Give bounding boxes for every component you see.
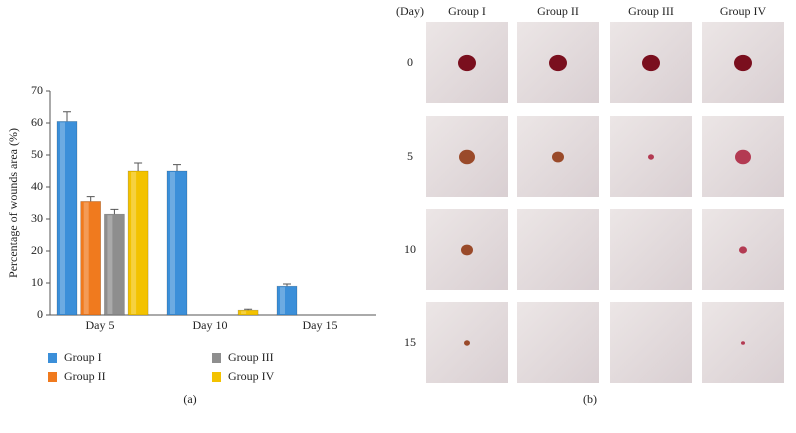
error-bar	[244, 308, 253, 311]
wound	[461, 244, 473, 256]
error-bar	[110, 208, 119, 215]
wound-photo	[610, 302, 692, 383]
wound-photo	[517, 302, 599, 383]
y-tick-label: 50	[31, 147, 43, 161]
wound	[648, 154, 654, 160]
error-bar	[134, 162, 143, 171]
x-tick-label: Day 10	[193, 318, 228, 332]
row-header: (Day)	[396, 4, 424, 18]
column-header: Group II	[537, 4, 579, 18]
legend-swatch	[212, 372, 221, 382]
wound-photo	[517, 209, 599, 290]
y-tick-label: 0	[37, 307, 43, 321]
wound	[458, 54, 476, 72]
column-header: Group I	[448, 4, 486, 18]
bar-highlight	[280, 287, 285, 314]
error-bar	[283, 283, 291, 287]
wound	[741, 341, 745, 345]
row-label: 0	[407, 55, 413, 69]
y-tick-label: 30	[31, 211, 43, 225]
legend-swatch	[48, 353, 57, 363]
bar-highlight	[170, 172, 175, 314]
y-tick-label: 70	[31, 83, 43, 97]
bar-highlight	[83, 202, 89, 314]
column-header: Group IV	[720, 4, 767, 18]
y-tick-label: 20	[31, 243, 43, 257]
row-label: 15	[404, 335, 416, 349]
bar-highlight	[60, 122, 65, 315]
x-tick-label: Day 15	[303, 318, 338, 332]
wound	[642, 54, 660, 72]
wound	[735, 149, 751, 165]
legend-label: Group I	[64, 350, 102, 364]
error-bar	[63, 111, 71, 122]
panel-label: (a)	[183, 392, 196, 406]
x-tick-label: Day 5	[86, 318, 115, 332]
legend-swatch	[48, 372, 57, 382]
legend-label: Group III	[228, 350, 274, 364]
error-bar	[86, 196, 95, 202]
error-bar	[173, 164, 181, 171]
y-axis-label: Percentage of wounds area (%)	[6, 128, 20, 278]
wound	[464, 340, 470, 346]
panel-label: (b)	[583, 392, 597, 406]
y-tick-label: 10	[31, 275, 43, 289]
bar-highlight	[107, 215, 113, 314]
y-tick-label: 40	[31, 179, 43, 193]
y-tick-label: 60	[31, 115, 43, 129]
wound	[459, 149, 475, 165]
legend-label: Group II	[64, 369, 106, 383]
wound	[552, 151, 564, 163]
column-header: Group III	[628, 4, 674, 18]
legend-swatch	[212, 353, 221, 363]
bar-highlight	[241, 311, 247, 314]
bar-highlight	[131, 172, 137, 314]
wound	[739, 246, 747, 254]
wound	[549, 54, 567, 72]
legend-label: Group IV	[228, 369, 275, 383]
row-label: 5	[407, 149, 413, 163]
wound	[734, 54, 752, 72]
wound-photo	[610, 209, 692, 290]
row-label: 10	[404, 242, 416, 256]
